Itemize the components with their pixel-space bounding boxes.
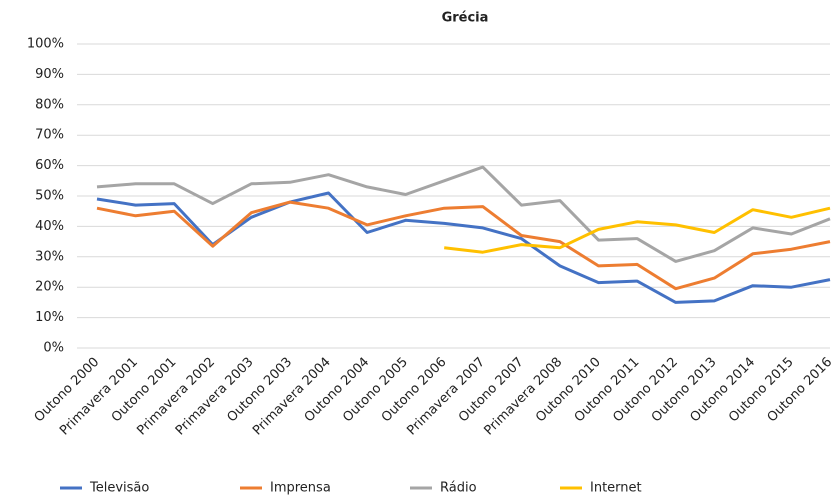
legend-label: Internet (590, 481, 642, 496)
chart-title: Grécia (442, 11, 489, 26)
y-tick-label: 10% (35, 310, 64, 325)
y-tick-label: 80% (35, 97, 64, 112)
y-tick-label: 90% (35, 67, 64, 82)
y-tick-label: 30% (35, 249, 64, 264)
y-tick-label: 50% (35, 189, 64, 204)
x-tick-label: Outono 2000 (32, 355, 103, 426)
y-tick-label: 0% (43, 341, 64, 356)
y-tick-label: 70% (35, 128, 64, 143)
series-line (96, 165, 831, 263)
series-line (444, 206, 831, 254)
legend-label: Rádio (440, 481, 477, 496)
legend-label: Televisão (89, 481, 149, 496)
y-tick-label: 40% (35, 219, 64, 234)
y-tick-label: 100% (27, 37, 64, 52)
legend-label: Imprensa (270, 481, 331, 496)
y-tick-label: 60% (35, 158, 64, 173)
y-tick-label: 20% (35, 280, 64, 295)
series-line (96, 200, 831, 291)
